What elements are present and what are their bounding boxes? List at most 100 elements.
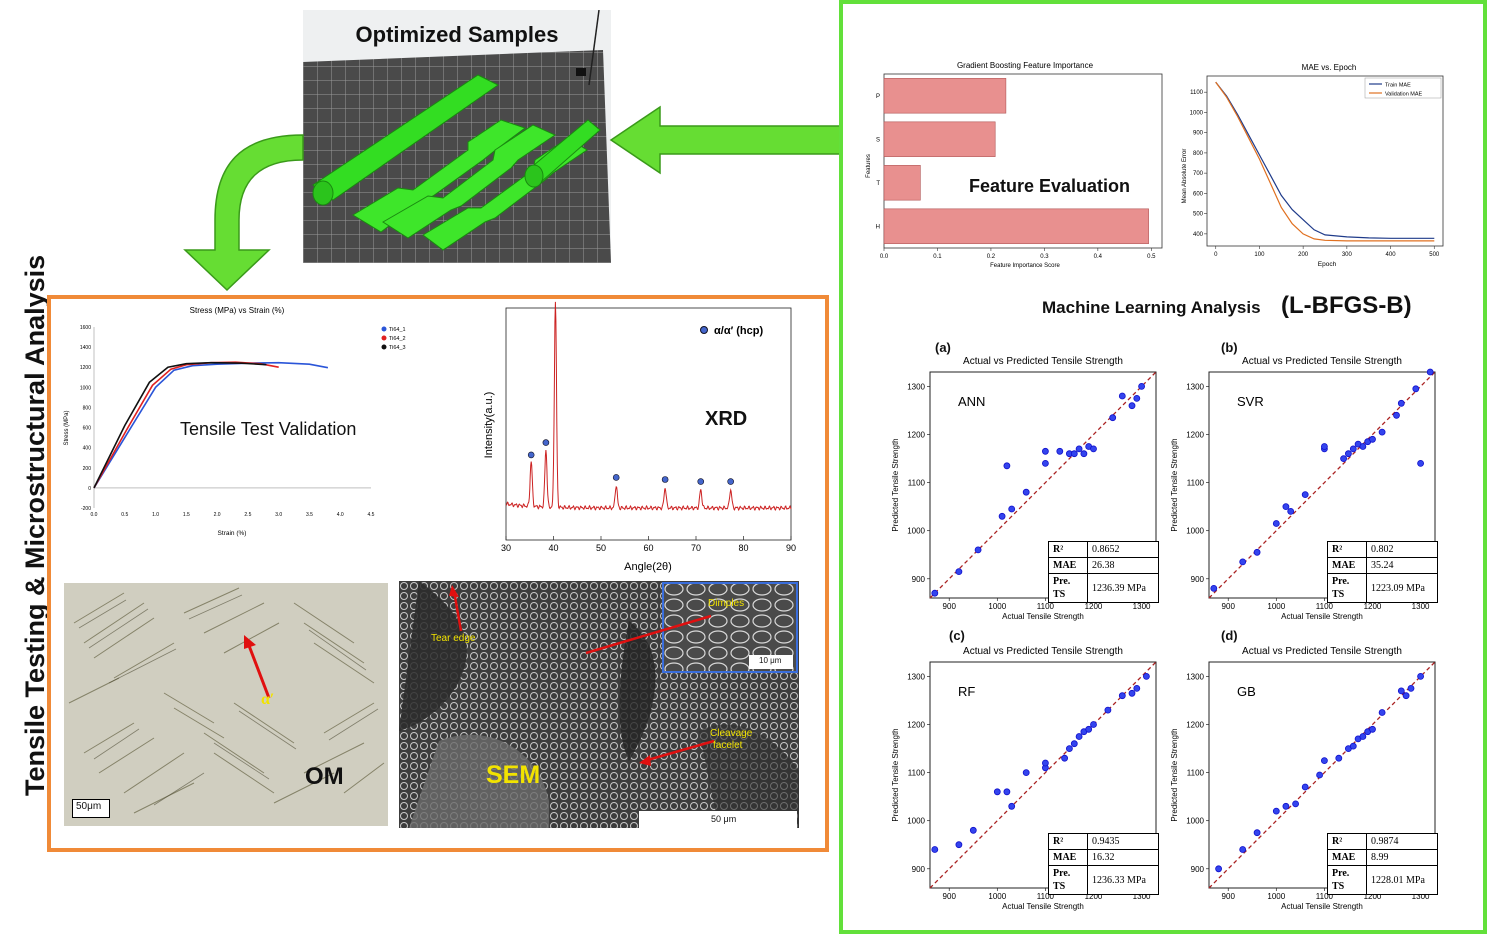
mae-ytick-label: 900 [1193, 131, 1204, 137]
xrd-svg: 30 40 50 60 70 80 90 α/α′ (hcp) Angle(2θ) Inte… [483, 291, 796, 573]
samples-title: Optimized Samples [355, 22, 559, 47]
mae-ytick-label: 700 [1193, 171, 1204, 177]
scatter-xtick-label: 1000 [1267, 892, 1285, 901]
tensile-chart: 0.0 0.5 1.0 1.5 2.0 2.5 3.0 3.5 4.0 4.5 1600 1400 12… [62, 300, 417, 540]
scatter-point [1008, 505, 1016, 513]
scatter-xlabel: Actual Tensile Strength [1281, 612, 1363, 621]
scatter-ylabel: Predicted Tensile Strength [1170, 438, 1179, 531]
scatter-xtick-label: 1200 [1364, 602, 1382, 611]
scatter-point [1393, 411, 1400, 419]
scatter-point [1378, 428, 1386, 436]
scatter-point [1282, 503, 1290, 511]
scatter-point [1128, 689, 1136, 697]
scatter-point [1003, 462, 1011, 470]
scatter-point [1369, 725, 1376, 733]
tensile-overlay-label: Tensile Test Validation [180, 419, 357, 439]
scatter-panel-svr: (b) Actual vs Predicted Tensile Strength… [1164, 338, 1442, 626]
metric-label-mae: MAE [1327, 849, 1367, 866]
xrd-xlabel: Angle(2θ) [624, 561, 672, 573]
tensile-series-line [93, 361, 267, 489]
mae-ytick-label: 500 [1193, 212, 1204, 218]
tensile-legend-marker [381, 344, 387, 350]
scatter-point [1056, 447, 1064, 455]
scatter-xtick-label: 900 [1222, 892, 1236, 901]
scatter-xlabel: Actual Tensile Strength [1002, 902, 1084, 911]
scatter-point [1133, 685, 1141, 692]
scatter-point [1402, 692, 1410, 700]
feature-tick-label: H [876, 224, 880, 230]
scatter-point [1320, 757, 1328, 764]
om-scale: 50μm [76, 801, 102, 812]
feature-importance-chart: P S T H 0.0 0.1 0.2 0.3 0.4 0.5 Gradient Boosting… [862, 58, 1168, 270]
metrics-table-ann: R² 0.8652 MAE 26.38 Pre. TS 1236.39 MPa [1048, 541, 1159, 603]
feature-xtick-label: 0.5 [1147, 254, 1156, 260]
metric-r2: 0.9874 [1366, 833, 1438, 850]
mae-ytick-label: 1100 [1190, 90, 1204, 96]
sem-tear-edge: Tear edge [431, 633, 476, 644]
scatter-tag-rf: (c) [949, 628, 965, 643]
scatter-xtick-label: 1100 [1037, 892, 1055, 901]
scatter-point [1344, 450, 1352, 458]
scatter-xtick-label: 1200 [1085, 892, 1103, 901]
scatter-ytick-label: 1100 [1187, 479, 1205, 488]
scatter-ytick-label: 1300 [907, 382, 925, 391]
feature-axes-frame [883, 73, 1163, 249]
scatter-xtick-label: 1300 [1412, 892, 1430, 901]
scatter-point [1292, 800, 1300, 808]
feature-xtick-label: 0.3 [1040, 254, 1049, 260]
sem-cleavage-2: facelet [713, 740, 743, 751]
metric-label-pts: Pre. TS [1327, 573, 1367, 603]
feature-plot-area: P S T H 0.0 0.1 0.2 0.3 0.4 0.5 [876, 73, 1163, 260]
scatter-point [1335, 754, 1343, 762]
scatter-point [955, 841, 963, 849]
scatter-point [1109, 414, 1117, 422]
scatter-point [1041, 447, 1049, 455]
mae-xlabel: Epoch [1318, 261, 1337, 268]
tensile-ytick-label: 1600 [80, 325, 91, 331]
scatter-point [1417, 673, 1425, 680]
scatter-point [1369, 435, 1376, 443]
mae-xtick-label: 100 [1254, 252, 1265, 258]
tensile-ytick-label: 1200 [80, 365, 91, 371]
scatter-title: Actual vs Predicted Tensile Strength [963, 356, 1123, 367]
scatter-point [1118, 392, 1126, 400]
specimen-cylinder-1 [312, 74, 499, 206]
scatter-point [993, 788, 1001, 796]
scatter-point [1253, 829, 1261, 837]
ml-title: Machine Learning Analysis [1042, 298, 1261, 317]
feature-xtick-label: 0.4 [1094, 254, 1103, 260]
scatter-diagonal-line [1208, 661, 1436, 889]
specimen-dogbone-2 [382, 124, 557, 239]
mae-ylabel: Mean Absolute Error [1182, 149, 1188, 204]
sem-inset-scale-box [749, 655, 793, 669]
scatter-point [1253, 548, 1261, 556]
metric-label-mae: MAE [1048, 557, 1088, 574]
sem-dimples: Dimples [708, 598, 745, 609]
arrow-ml-to-samples [609, 105, 842, 175]
scatter-point [1359, 733, 1367, 740]
scatter-ytick-label: 900 [1191, 865, 1205, 874]
metric-mae: 26.38 [1087, 557, 1159, 574]
mae-chart: 0 100 200 300 400 500 1100 1000 900 800 700 600 500 4… [1177, 58, 1447, 270]
om-phase-label: α′ [261, 691, 275, 708]
scatter-point [955, 568, 963, 576]
tensile-legend-marker [381, 326, 387, 332]
om-label: OM [305, 763, 344, 790]
tensile-xtick-label: 4.0 [337, 512, 344, 518]
metric-label-r2: R² [1048, 541, 1088, 558]
scatter-point [1090, 445, 1097, 453]
scatter-title: Actual vs Predicted Tensile Strength [1242, 646, 1402, 657]
xrd-peak-marker [697, 478, 705, 485]
scatter-point [1118, 692, 1126, 700]
scatter-point [1070, 740, 1078, 748]
scatter-panel-rf: (c) Actual vs Predicted Tensile Strength… [885, 628, 1163, 916]
metric-r2: 0.802 [1366, 541, 1438, 558]
scatter-ytick-label: 1000 [1186, 817, 1204, 826]
scatter-xtick-label: 1100 [1316, 892, 1334, 901]
tensile-ytick-label: -200 [81, 506, 91, 512]
tensile-xtick-label: 1.0 [152, 512, 159, 518]
xrd-xtick-label: 90 [786, 543, 796, 553]
tensile-xtick-label: 3.5 [306, 512, 313, 518]
scatter-diagonal-line [1208, 371, 1436, 599]
scatter-ylabel: Predicted Tensile Strength [1170, 728, 1179, 821]
